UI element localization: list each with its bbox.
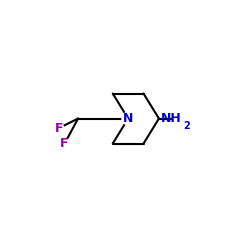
Text: N: N [123, 112, 133, 125]
Text: F: F [60, 137, 69, 150]
Text: NH: NH [161, 112, 182, 125]
Circle shape [173, 110, 191, 127]
Circle shape [122, 112, 134, 125]
Text: 2: 2 [183, 121, 190, 131]
Circle shape [54, 123, 64, 133]
Circle shape [60, 139, 70, 148]
Text: F: F [54, 122, 63, 135]
